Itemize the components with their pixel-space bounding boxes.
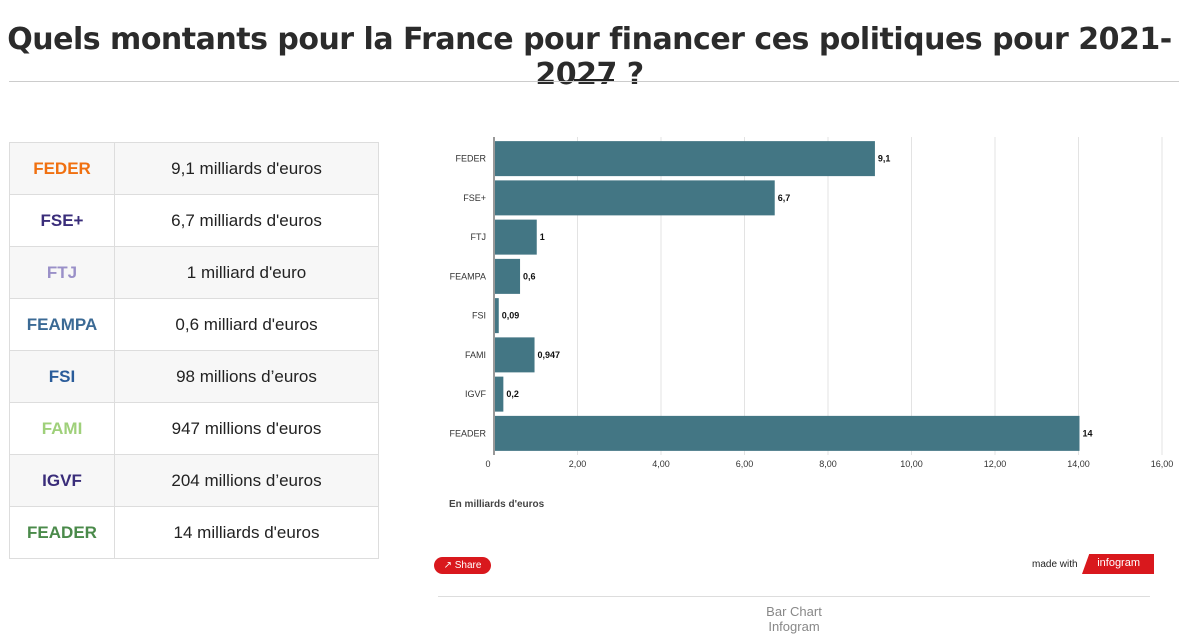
bar bbox=[495, 219, 537, 255]
fund-amount: 0,6 milliard d'euros bbox=[114, 298, 379, 351]
table-row: FEAMPA 0,6 milliard d'euros bbox=[9, 298, 379, 351]
data-label: 0,2 bbox=[506, 389, 519, 399]
x-tick-label: 10,00 bbox=[900, 459, 923, 469]
x-tick-label: 0 bbox=[485, 459, 490, 469]
table-row: FEADER 14 milliards d'euros bbox=[9, 506, 379, 559]
fund-amount: 9,1 milliards d'euros bbox=[114, 142, 379, 195]
y-category-label: IGVF bbox=[465, 389, 487, 399]
table-row: FEDER 9,1 milliards d'euros bbox=[9, 142, 379, 195]
table-row: FSE+ 6,7 milliards d'euros bbox=[9, 194, 379, 247]
fund-name: FTJ bbox=[9, 246, 115, 299]
fund-name: IGVF bbox=[9, 454, 115, 507]
bar bbox=[495, 376, 504, 412]
fund-amount: 14 milliards d'euros bbox=[114, 506, 379, 559]
y-category-label: FEADER bbox=[449, 428, 486, 438]
infogram-label: infogram bbox=[1097, 557, 1140, 569]
x-tick-label: 16,00 bbox=[1151, 459, 1174, 469]
share-button[interactable]: ↗ Share bbox=[434, 557, 491, 574]
caption-title: Bar Chart bbox=[766, 604, 822, 619]
table-row: IGVF 204 millions d’euros bbox=[9, 454, 379, 507]
axis-unit-label: En milliards d'euros bbox=[449, 499, 545, 510]
data-label: 14 bbox=[1083, 428, 1093, 438]
page-title: Quels montants pour la France pour finan… bbox=[7, 22, 1172, 92]
fund-name: FEDER bbox=[9, 142, 115, 195]
y-category-label: FSI bbox=[472, 311, 486, 321]
x-tick-label: 6,00 bbox=[736, 459, 754, 469]
funds-table: FEDER 9,1 milliards d'euros FSE+ 6,7 millia… bbox=[9, 142, 379, 559]
fund-name: FSE+ bbox=[9, 194, 115, 247]
made-with-label: made with bbox=[1032, 559, 1078, 570]
y-category-label: FEDER bbox=[455, 154, 486, 164]
x-tick-label: 14,00 bbox=[1067, 459, 1090, 469]
divider-accent bbox=[574, 79, 614, 81]
bar bbox=[495, 141, 875, 177]
fund-amount: 98 millions d’euros bbox=[114, 350, 379, 403]
table-row: FTJ 1 milliard d'euro bbox=[9, 246, 379, 299]
fund-amount: 6,7 milliards d'euros bbox=[114, 194, 379, 247]
bar bbox=[495, 180, 775, 216]
fund-name: FEADER bbox=[9, 506, 115, 559]
data-label: 1 bbox=[540, 232, 545, 242]
x-tick-label: 4,00 bbox=[652, 459, 670, 469]
bar bbox=[495, 337, 535, 373]
x-tick-label: 12,00 bbox=[984, 459, 1007, 469]
x-tick-label: 2,00 bbox=[569, 459, 587, 469]
data-label: 9,1 bbox=[878, 154, 891, 164]
y-category-label: FEAMPA bbox=[450, 271, 486, 281]
divider bbox=[9, 81, 1179, 82]
fund-amount: 1 milliard d'euro bbox=[114, 246, 379, 299]
footer-divider bbox=[438, 596, 1150, 597]
bar bbox=[495, 258, 521, 294]
data-label: 0,947 bbox=[538, 350, 561, 360]
x-tick-label: 8,00 bbox=[819, 459, 837, 469]
infogram-logo[interactable]: infogram bbox=[1082, 554, 1154, 574]
y-category-label: FTJ bbox=[471, 232, 487, 242]
share-label: Share bbox=[454, 560, 482, 571]
bar bbox=[495, 415, 1080, 451]
fund-name: FAMI bbox=[9, 402, 115, 455]
table-row: FAMI 947 millions d'euros bbox=[9, 402, 379, 455]
data-label: 0,09 bbox=[502, 311, 520, 321]
bar bbox=[495, 298, 499, 334]
data-label: 0,6 bbox=[523, 271, 536, 281]
fund-amount: 204 millions d’euros bbox=[114, 454, 379, 507]
fund-amount: 947 millions d'euros bbox=[114, 402, 379, 455]
fund-name: FEAMPA bbox=[9, 298, 115, 351]
y-category-label: FAMI bbox=[465, 350, 486, 360]
data-label: 6,7 bbox=[778, 193, 791, 203]
table-row: FSI 98 millions d’euros bbox=[9, 350, 379, 403]
caption: Bar Chart Infogram bbox=[438, 604, 1150, 634]
bar-chart: 0 2,00 4,00 6,00 8,00 10,00 12,00 14,00 16,00 FED… bbox=[449, 137, 1174, 469]
y-category-label: FSE+ bbox=[463, 193, 486, 203]
